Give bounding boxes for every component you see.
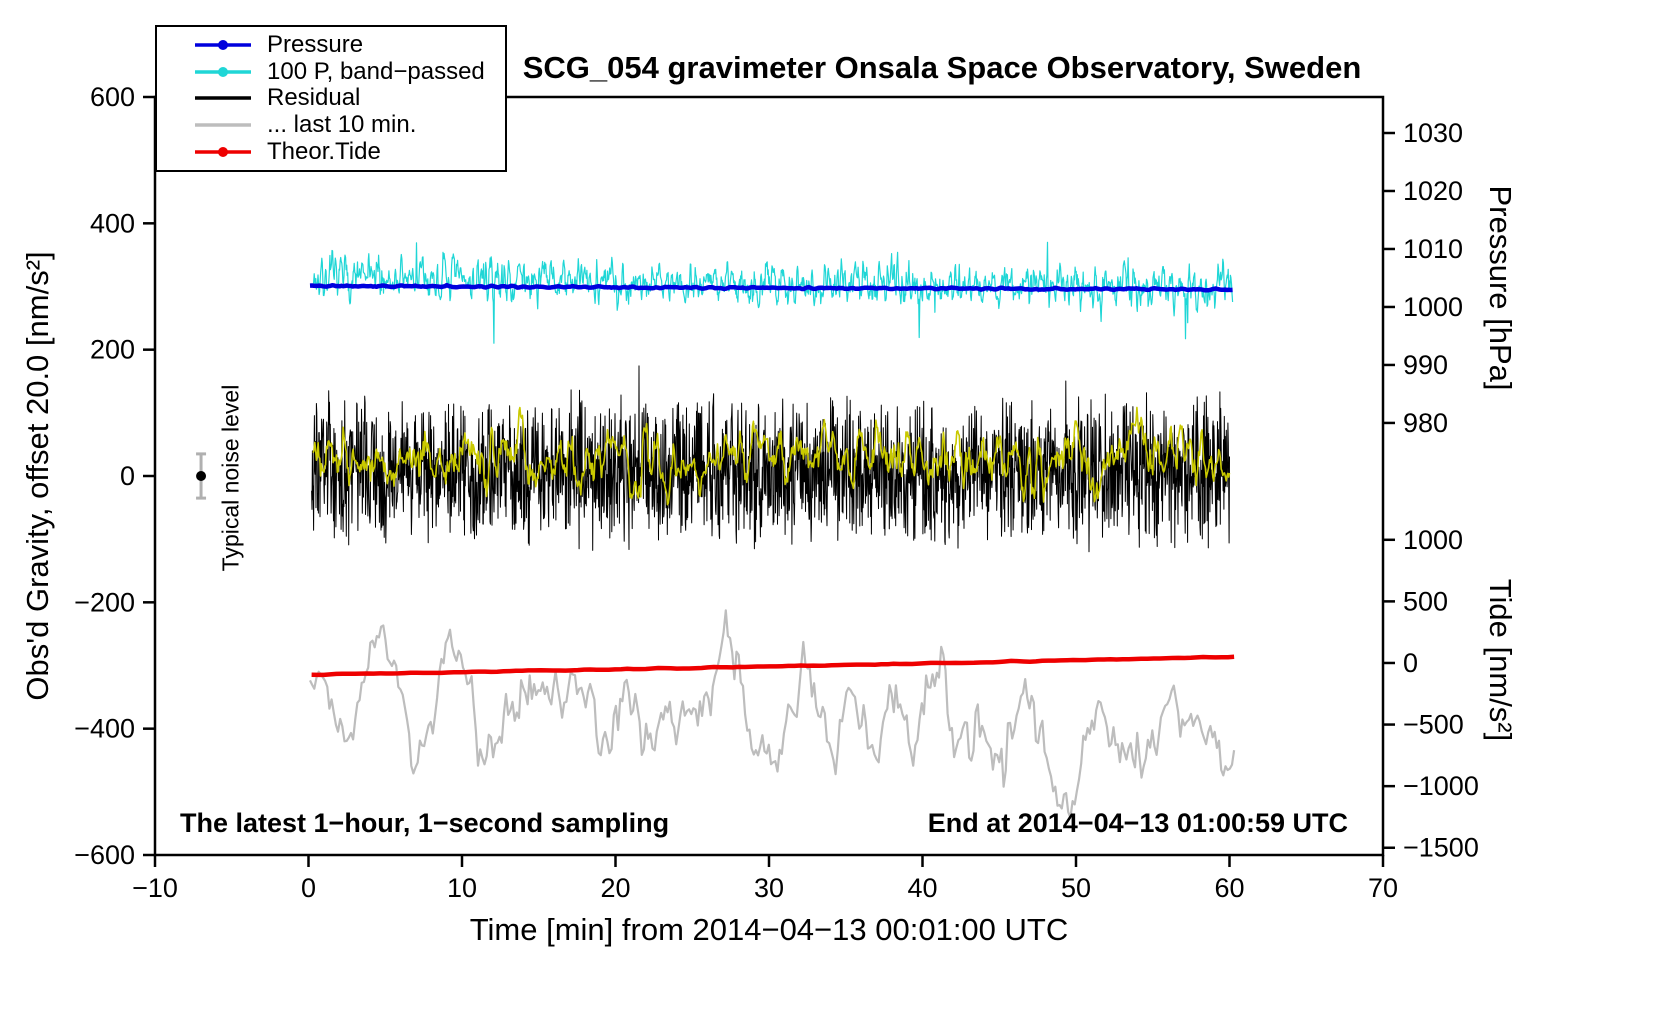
tick-label: −10 bbox=[132, 873, 178, 903]
legend-label-band-passed: 100 P, band−passed bbox=[267, 57, 485, 85]
legend-label-last-10-min: ... last 10 min. bbox=[267, 111, 417, 139]
tick-label: 30 bbox=[754, 873, 784, 903]
tick-label: 1020 bbox=[1403, 176, 1463, 206]
tick-label: 0 bbox=[301, 873, 316, 903]
tick-label: −200 bbox=[74, 587, 135, 617]
tick-label: 500 bbox=[1403, 586, 1448, 616]
axis-ticks: −10 0 10 20 30 40 50 60 706004002000−200−400−600… bbox=[74, 82, 1479, 903]
tick-label: 20 bbox=[600, 873, 630, 903]
band-passed-line-swatch bbox=[195, 66, 251, 77]
series-last-10-min bbox=[309, 609, 1236, 819]
tick-label: 400 bbox=[90, 208, 135, 238]
x-axis-label: Time [min] from 2014−04−13 00:01:00 UTC bbox=[469, 912, 1069, 947]
series-residual bbox=[311, 365, 1230, 553]
tick-label: 1000 bbox=[1403, 525, 1463, 555]
tick-label: 10 bbox=[447, 873, 477, 903]
tick-label: −600 bbox=[74, 840, 135, 870]
tick-label: 1030 bbox=[1403, 118, 1463, 148]
tick-label: 60 bbox=[1214, 873, 1244, 903]
tick-label: 200 bbox=[90, 335, 135, 365]
tick-label: 990 bbox=[1403, 350, 1448, 380]
y-left-axis-label: Obs'd Gravity, offset 20.0 [nm/s²] bbox=[20, 251, 55, 701]
tick-label: −1000 bbox=[1403, 771, 1479, 801]
legend-item-pressure: Pressure bbox=[193, 33, 499, 57]
plot-frame bbox=[153, 95, 1385, 857]
tick-label: −1500 bbox=[1403, 833, 1479, 863]
noise-level-marker bbox=[196, 452, 207, 500]
tick-label: −400 bbox=[74, 714, 135, 744]
legend-label-residual: Residual bbox=[267, 84, 361, 112]
tick-label: 1010 bbox=[1403, 234, 1463, 264]
series-band-passed bbox=[312, 241, 1234, 344]
legend-label-theor-tide: Theor.Tide bbox=[267, 137, 381, 165]
series-theor-tide bbox=[311, 654, 1235, 678]
tick-label: −500 bbox=[1403, 710, 1464, 740]
tick-label: 600 bbox=[90, 82, 135, 112]
tick-label: 70 bbox=[1368, 873, 1398, 903]
tick-label: 40 bbox=[907, 873, 937, 903]
legend: Pressure 100 P, band−passed Residual ...… bbox=[155, 25, 507, 172]
series-pressure bbox=[309, 282, 1233, 293]
tick-label: 1000 bbox=[1403, 292, 1463, 322]
legend-label-pressure: Pressure bbox=[267, 31, 364, 59]
data-series bbox=[309, 241, 1236, 819]
pressure-axis-label: Pressure [hPa] bbox=[1483, 185, 1518, 391]
tide-axis-label: Tide [nm/s²] bbox=[1483, 578, 1518, 742]
legend-item-residual: Residual bbox=[193, 86, 499, 110]
noise-level-label: Typical noise level bbox=[217, 384, 244, 572]
legend-item-last-10-min: ... last 10 min. bbox=[193, 113, 499, 137]
legend-item-band-passed: 100 P, band−passed bbox=[193, 57, 499, 85]
series-residual-yellow bbox=[312, 406, 1231, 506]
tick-label: 0 bbox=[120, 461, 135, 491]
theor-tide-line-swatch bbox=[195, 146, 251, 157]
sampling-note: The latest 1−hour, 1−second sampling bbox=[180, 808, 670, 838]
noise-dot bbox=[196, 471, 207, 481]
tick-label: 980 bbox=[1403, 408, 1448, 438]
pressure-line-swatch bbox=[195, 40, 251, 51]
chart-title: SCG_054 gravimeter Onsala Space Observat… bbox=[522, 50, 1362, 85]
residual-line-swatch bbox=[195, 96, 251, 101]
legend-item-theor-tide: Theor.Tide bbox=[193, 137, 499, 165]
last-10-min-line-swatch bbox=[195, 123, 251, 127]
tick-label: 0 bbox=[1403, 648, 1418, 678]
tick-label: 50 bbox=[1061, 873, 1091, 903]
end-time-note: End at 2014−04−13 01:00:59 UTC bbox=[927, 808, 1348, 838]
